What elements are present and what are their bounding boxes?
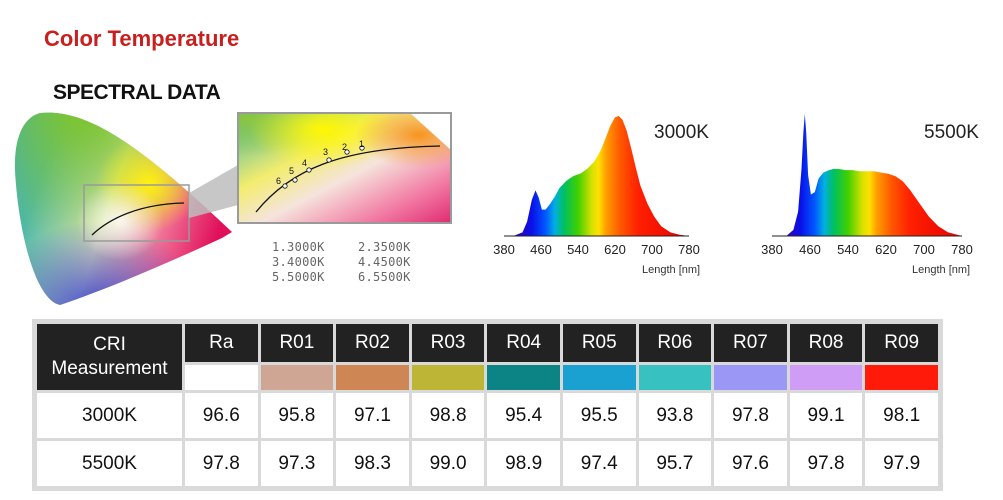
table-cell: 99.1	[789, 393, 863, 438]
spectrum-plot-5500k	[772, 114, 962, 237]
zoom-point-3: 3	[323, 147, 332, 163]
tick-label: 380	[761, 242, 783, 257]
tick-label: 700	[913, 242, 935, 257]
column-header-r01: R01	[260, 324, 334, 362]
cct-item: 5.5000K	[272, 270, 325, 284]
svg-text:4: 4	[302, 158, 307, 168]
spectrum-area	[513, 116, 689, 236]
cri-corner-line: CRI	[93, 334, 126, 355]
column-header-ra: Ra	[185, 324, 258, 362]
color-swatch	[260, 365, 334, 390]
cct-item: 4.4500K	[358, 255, 411, 269]
cct-legend: 1.3000K 2.3500K 3.4000K 4.4500K 5.5000K …	[272, 240, 472, 284]
color-swatch	[411, 365, 485, 390]
cct-item: 6.5500K	[358, 270, 411, 284]
color-swatch	[714, 365, 787, 390]
svg-text:2: 2	[342, 142, 347, 152]
color-swatch	[487, 365, 560, 390]
cri-corner-header: CRI Measurement	[37, 324, 182, 390]
svg-text:3: 3	[323, 147, 328, 157]
table-cell: 97.4	[562, 441, 636, 486]
color-swatch	[185, 365, 258, 390]
column-header-r02: R02	[336, 324, 409, 362]
tick-label: 700	[641, 242, 663, 257]
table-cell: 98.3	[336, 441, 409, 486]
table-cell: 99.0	[411, 441, 485, 486]
cie-diagram: 1 2 3 4 5 6	[14, 112, 452, 305]
color-swatch	[336, 365, 409, 390]
color-swatch	[789, 365, 863, 390]
tick-label: 780	[951, 242, 973, 257]
tick-label: 540	[567, 242, 589, 257]
color-swatch	[562, 365, 636, 390]
row-label: 5500K	[37, 441, 182, 486]
column-header-r05: R05	[562, 324, 636, 362]
section-title: SPECTRAL DATA	[53, 81, 221, 104]
x-axis-title: Length [nm]	[642, 264, 701, 276]
svg-text:5: 5	[289, 166, 294, 176]
tick-label: 620	[875, 242, 897, 257]
page-title: Color Temperature	[44, 26, 240, 51]
x-axis-title: Length [nm]	[912, 264, 971, 276]
tick-label: 460	[799, 242, 821, 257]
spectrum-plot-3000k	[504, 116, 689, 237]
color-swatch	[865, 365, 938, 390]
color-swatch	[638, 365, 712, 390]
column-header-r09: R09	[865, 324, 938, 362]
spectrum-title-5500k: 5500K	[924, 122, 979, 143]
tick-label: 540	[837, 242, 859, 257]
svg-text:1: 1	[359, 139, 364, 149]
zoom-point-4: 4	[302, 158, 312, 173]
table-cell: 98.8	[411, 393, 485, 438]
table-cell: 96.6	[185, 393, 258, 438]
zoom-point-1: 1	[359, 139, 365, 151]
tick-label: 460	[530, 242, 552, 257]
table-cell: 93.8	[638, 393, 712, 438]
cct-item: 2.3500K	[358, 240, 411, 254]
spectrum-title-3000k: 3000K	[654, 122, 709, 143]
table-cell: 97.9	[865, 441, 938, 486]
column-header-r04: R04	[487, 324, 560, 362]
table-cell: 97.8	[789, 441, 863, 486]
tick-label: 380	[493, 242, 515, 257]
table-cell: 98.1	[865, 393, 938, 438]
table-cell: 98.9	[487, 441, 560, 486]
table-cell: 95.8	[260, 393, 334, 438]
table-row: 5500K 97.8 97.3 98.3 99.0 98.9 97.4 95.7…	[37, 441, 938, 486]
spectrum-chart-5500k: 5500K 380 460 540 620 700 780 Length [nm…	[758, 100, 988, 290]
cri-table: CRI Measurement Ra R01 R02 R03 R04 R05 R…	[32, 319, 943, 491]
table-cell: 95.5	[562, 393, 636, 438]
table-cell: 97.6	[714, 441, 787, 486]
table-row: 3000K 96.6 95.8 97.1 98.8 95.4 95.5 93.8…	[37, 393, 938, 438]
zoom-point-5: 5	[289, 166, 298, 183]
column-header-r06: R06	[638, 324, 712, 362]
column-header-r07: R07	[714, 324, 787, 362]
table-cell: 97.1	[336, 393, 409, 438]
table-cell: 95.7	[638, 441, 712, 486]
table-cell: 97.3	[260, 441, 334, 486]
zoom-point-6: 6	[276, 176, 288, 189]
spectrum-chart-3000k: 3000K 380 460 540 620 700 780 Length [nm…	[490, 100, 720, 290]
row-label: 3000K	[37, 393, 182, 438]
table-cell: 97.8	[714, 393, 787, 438]
cct-item: 1.3000K	[272, 240, 325, 254]
table-cell: 97.8	[185, 441, 258, 486]
zoom-point-2: 2	[342, 142, 350, 155]
cri-corner-line: Measurement	[51, 358, 168, 379]
cct-item: 3.4000K	[272, 255, 325, 269]
table-cell: 95.4	[487, 393, 560, 438]
column-header-r03: R03	[411, 324, 485, 362]
svg-text:6: 6	[276, 176, 281, 186]
tick-label: 780	[678, 242, 700, 257]
tick-label: 620	[604, 242, 626, 257]
spectrum-area	[786, 114, 962, 236]
column-header-r08: R08	[789, 324, 863, 362]
